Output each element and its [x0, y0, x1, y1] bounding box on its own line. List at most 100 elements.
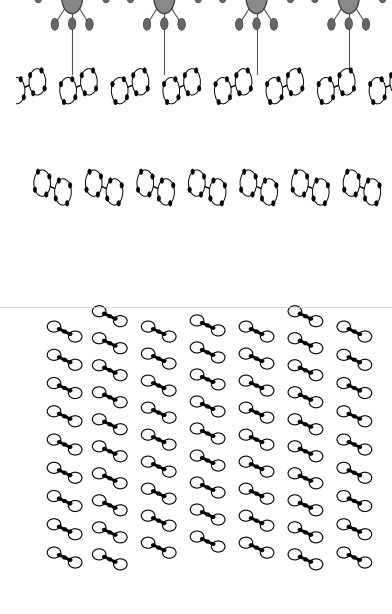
Circle shape — [67, 360, 72, 364]
Circle shape — [302, 192, 306, 197]
Circle shape — [352, 330, 357, 333]
Circle shape — [380, 77, 383, 82]
Circle shape — [298, 447, 303, 451]
Circle shape — [57, 525, 62, 529]
Circle shape — [309, 478, 323, 489]
Circle shape — [81, 69, 97, 95]
Circle shape — [113, 317, 118, 321]
Circle shape — [114, 559, 127, 570]
Circle shape — [345, 18, 352, 29]
Circle shape — [45, 192, 48, 197]
Circle shape — [102, 501, 107, 505]
Circle shape — [211, 487, 225, 498]
Circle shape — [389, 72, 392, 78]
Circle shape — [200, 375, 205, 379]
Circle shape — [328, 77, 332, 82]
Circle shape — [67, 558, 72, 562]
Circle shape — [113, 452, 118, 456]
Circle shape — [358, 387, 372, 398]
Circle shape — [156, 411, 161, 414]
Circle shape — [102, 555, 107, 559]
Circle shape — [113, 344, 118, 348]
Circle shape — [69, 359, 82, 370]
Circle shape — [303, 341, 308, 345]
Circle shape — [163, 77, 180, 104]
Circle shape — [107, 314, 112, 318]
Circle shape — [102, 339, 107, 343]
Circle shape — [352, 358, 357, 362]
Circle shape — [117, 201, 120, 206]
Circle shape — [239, 348, 253, 359]
Circle shape — [239, 321, 253, 332]
Circle shape — [85, 187, 88, 192]
Circle shape — [209, 179, 226, 205]
Circle shape — [219, 0, 227, 3]
Circle shape — [211, 407, 215, 411]
Circle shape — [343, 187, 346, 192]
Circle shape — [200, 321, 205, 325]
Circle shape — [114, 370, 127, 381]
Circle shape — [337, 519, 350, 530]
Circle shape — [198, 85, 201, 91]
Circle shape — [298, 501, 303, 505]
Circle shape — [367, 177, 370, 184]
Circle shape — [151, 174, 154, 179]
Circle shape — [36, 169, 40, 174]
Circle shape — [200, 483, 205, 487]
Circle shape — [270, 18, 278, 30]
Circle shape — [57, 440, 62, 444]
Circle shape — [309, 371, 313, 375]
Circle shape — [211, 460, 225, 471]
Circle shape — [91, 68, 95, 73]
Circle shape — [156, 546, 161, 550]
Circle shape — [102, 366, 107, 370]
Circle shape — [298, 474, 303, 478]
Circle shape — [254, 519, 259, 523]
Circle shape — [358, 359, 372, 370]
Circle shape — [199, 192, 203, 197]
Circle shape — [249, 516, 254, 520]
Circle shape — [96, 192, 100, 197]
Circle shape — [148, 192, 151, 197]
Circle shape — [228, 95, 232, 100]
Circle shape — [68, 18, 76, 29]
Circle shape — [125, 95, 129, 100]
Circle shape — [277, 77, 280, 82]
Circle shape — [11, 99, 14, 105]
Circle shape — [120, 182, 123, 188]
Circle shape — [156, 330, 161, 333]
Circle shape — [298, 420, 303, 424]
Circle shape — [298, 528, 303, 532]
Circle shape — [225, 77, 229, 82]
Circle shape — [99, 174, 103, 179]
Circle shape — [288, 360, 301, 371]
Circle shape — [67, 417, 72, 421]
Circle shape — [354, 192, 358, 197]
Circle shape — [189, 170, 205, 196]
Circle shape — [211, 379, 225, 390]
Circle shape — [211, 488, 215, 492]
Circle shape — [178, 18, 185, 30]
Circle shape — [337, 491, 350, 502]
Circle shape — [22, 95, 25, 100]
Circle shape — [309, 398, 313, 402]
Circle shape — [156, 465, 161, 468]
Circle shape — [211, 542, 215, 546]
Circle shape — [136, 187, 140, 192]
Circle shape — [163, 385, 176, 396]
Circle shape — [107, 368, 112, 372]
Circle shape — [62, 0, 83, 14]
Circle shape — [47, 434, 61, 445]
Circle shape — [298, 555, 303, 559]
Circle shape — [239, 456, 253, 467]
Circle shape — [309, 533, 313, 537]
Circle shape — [309, 344, 313, 348]
Circle shape — [309, 560, 313, 564]
Circle shape — [160, 177, 164, 184]
Circle shape — [43, 85, 46, 91]
Circle shape — [7, 81, 11, 87]
Circle shape — [105, 196, 109, 201]
Circle shape — [275, 182, 278, 188]
Circle shape — [47, 174, 51, 179]
Circle shape — [239, 483, 253, 494]
